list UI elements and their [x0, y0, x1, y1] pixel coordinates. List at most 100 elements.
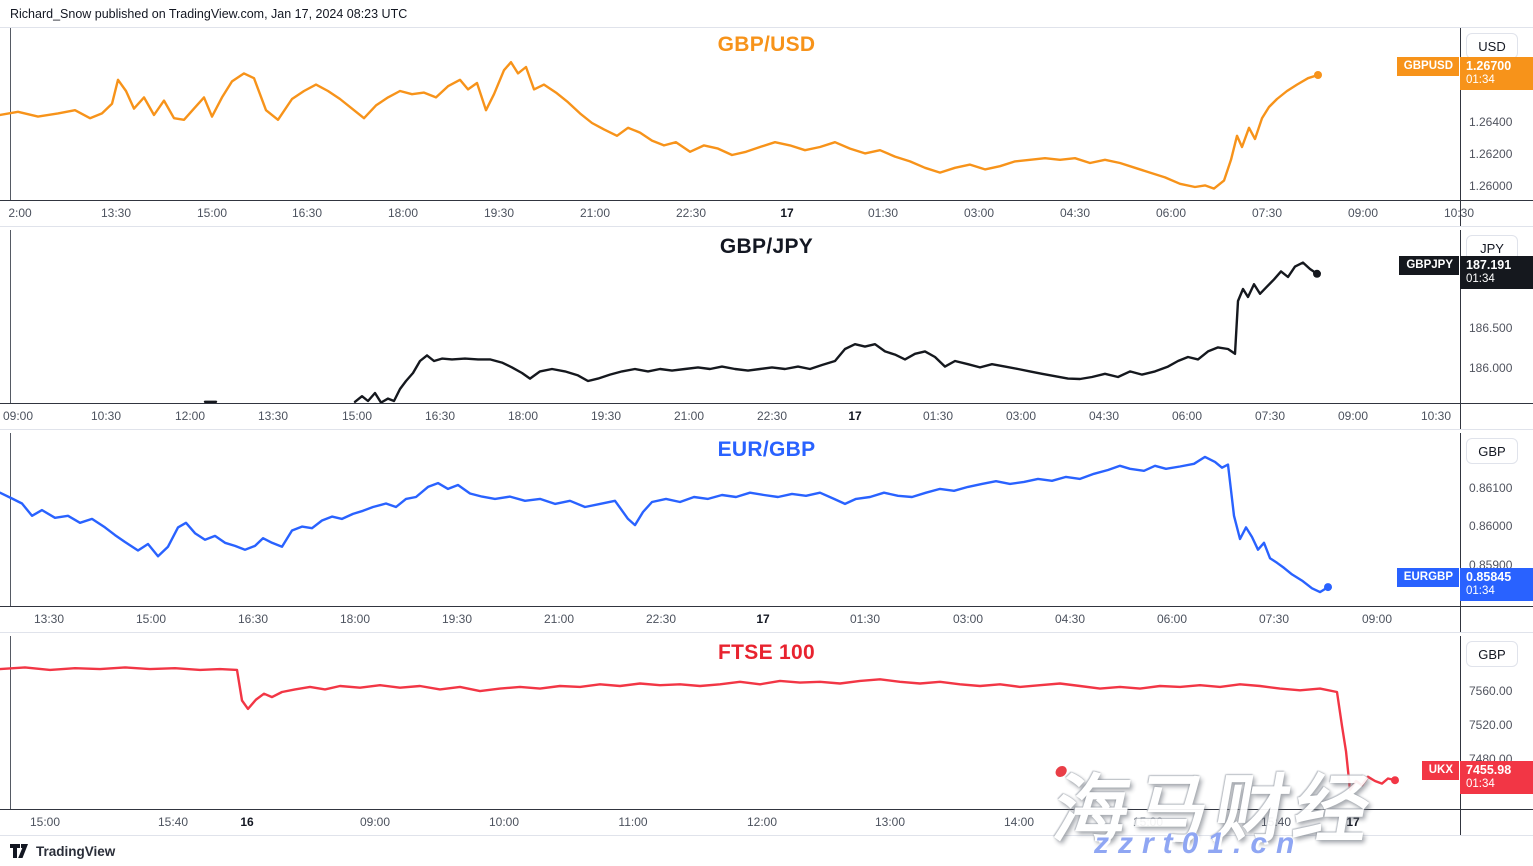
plot-row [0, 28, 1533, 200]
chart-panel-ftse100: 15:00 15:40 16 09:00 10:00 11:00 12:00 13:00 14:… [0, 636, 1533, 836]
time-tick-label: 15:40 [1260, 815, 1292, 829]
currency-button[interactable]: GBP [1466, 641, 1518, 667]
time-tick-label: 13:30 [33, 612, 65, 626]
time-tick-label: 15:00 [341, 409, 373, 423]
time-scale[interactable]: 2:00 13:30 15:00 16:30 18:00 19:30 21:00 22:30 1… [0, 200, 1533, 226]
time-tick-label: 13:30 [257, 409, 289, 423]
time-tick-label: 06:00 [1155, 206, 1187, 220]
badge-time: 01:34 [1466, 778, 1495, 790]
time-tick-label: 16:30 [237, 612, 269, 626]
badge-time: 01:34 [1466, 273, 1495, 285]
time-tick-label: 15:00 [196, 206, 228, 220]
time-tick-label: 04:30 [1054, 612, 1086, 626]
time-tick-label: 10:00 [488, 815, 520, 829]
badge-symbol: GBPUSD [1396, 57, 1459, 76]
time-tick-label: 10:30 [1420, 409, 1452, 423]
time-scale[interactable]: 13:30 15:00 16:30 18:00 19:30 21:00 22:30 17 01:… [0, 606, 1533, 632]
time-tick-label: 22:30 [756, 409, 788, 423]
chart-canvas[interactable] [0, 28, 1460, 200]
time-tick-label: 10:30 [1443, 206, 1475, 220]
time-tick-label: 18:00 [339, 612, 371, 626]
plot-row [0, 433, 1533, 606]
time-tick-label: 01:30 [849, 612, 881, 626]
time-tick-label: 21:00 [673, 409, 705, 423]
time-tick-label: 17 [1346, 815, 1360, 829]
chart-title: GBP/JPY [719, 235, 814, 258]
time-tick-label: 13:00 [874, 815, 906, 829]
price-scale-border [1460, 28, 1461, 226]
price-tick-label: 7560.00 [1469, 684, 1513, 698]
time-tick-label: 01:30 [922, 409, 954, 423]
badge-pricebox: 187.191 01:34 [1460, 256, 1533, 289]
time-tick-label: 03:00 [952, 612, 984, 626]
time-tick-label: 06:00 [1156, 612, 1188, 626]
time-tick-label: 01:30 [867, 206, 899, 220]
time-tick-label: 18:00 [507, 409, 539, 423]
time-tick-label: 12:00 [746, 815, 778, 829]
time-tick-label: 03:00 [1005, 409, 1037, 423]
tradingview-link[interactable]: TradingView [10, 843, 115, 860]
price-tick-label: 0.86000 [1469, 519, 1513, 533]
price-tick-label: 1.26400 [1469, 115, 1513, 129]
time-tick-label: 07:30 [1251, 206, 1283, 220]
time-tick-label: 15:00 [135, 612, 167, 626]
time-tick-label: 16:30 [291, 206, 323, 220]
chart-panel-gbpusd: 2:00 13:30 15:00 16:30 18:00 19:30 21:00 22:30 1… [0, 28, 1533, 227]
time-tick-label: 09:00 [1337, 409, 1369, 423]
time-tick-label: 14:00 [1003, 815, 1035, 829]
currency-button[interactable]: GBP [1466, 438, 1518, 464]
byline-text: Richard_Snow published on TradingView.co… [10, 6, 408, 21]
price-tick-label: 7520.00 [1469, 718, 1513, 732]
time-tick-label: 16:30 [424, 409, 456, 423]
time-tick-label: 21:00 [543, 612, 575, 626]
time-tick-label: 10:30 [90, 409, 122, 423]
time-tick-label: 21:00 [579, 206, 611, 220]
time-scale[interactable]: 09:00 10:30 12:00 13:30 15:00 16:30 18:00 19:30… [0, 403, 1533, 429]
badge-price: 0.85845 [1466, 570, 1512, 584]
chart-title: FTSE 100 [718, 641, 815, 664]
price-scale-border [1460, 433, 1461, 632]
chart-canvas[interactable] [0, 433, 1460, 606]
price-tick-label: 1.26200 [1469, 147, 1513, 161]
price-tick-label: 186.000 [1469, 361, 1513, 375]
time-tick-label: 19:30 [590, 409, 622, 423]
badge-price: 7455.98 [1466, 763, 1512, 777]
time-tick-label: 16 [240, 815, 254, 829]
time-tick-label: 04:30 [1059, 206, 1091, 220]
chart-canvas[interactable] [0, 230, 1460, 403]
plot-row [0, 636, 1533, 809]
time-tick-label: 07:30 [1258, 612, 1290, 626]
time-tick-label: 06:00 [1171, 409, 1203, 423]
time-tick-label: 07:30 [1254, 409, 1286, 423]
time-tick-label: 22:30 [645, 612, 677, 626]
badge-price: 187.191 [1466, 258, 1512, 272]
time-tick-label: 09:00 [2, 409, 34, 423]
chart-title: EUR/GBP [717, 438, 816, 461]
badge-symbol: UKX [1421, 761, 1459, 780]
time-tick-label: 17 [848, 409, 862, 423]
time-tick-label: 22:30 [675, 206, 707, 220]
time-tick-label: 15:00 [1132, 815, 1164, 829]
chart-canvas[interactable] [0, 636, 1460, 809]
time-tick-label: 03:00 [963, 206, 995, 220]
plot-row [0, 230, 1533, 403]
price-tick-label: 186.500 [1469, 321, 1513, 335]
time-tick-label: 15:40 [157, 815, 189, 829]
tradingview-logo-icon [10, 843, 28, 858]
time-tick-label: 2:00 [8, 206, 32, 220]
time-tick-label: 17 [780, 206, 794, 220]
last-price-badge: UKX 7455.98 01:34 [1421, 761, 1533, 794]
time-tick-label: 19:30 [441, 612, 473, 626]
badge-symbol: EURGBP [1396, 568, 1459, 587]
time-tick-label: 04:30 [1088, 409, 1120, 423]
time-tick-label: 11:00 [618, 815, 648, 829]
tradingview-brand-text: TradingView [36, 843, 116, 859]
currency-button[interactable]: USD [1466, 33, 1518, 59]
time-tick-label: 09:00 [1347, 206, 1379, 220]
badge-pricebox: 1.26700 01:34 [1460, 57, 1533, 90]
time-scale[interactable]: 15:00 15:40 16 09:00 10:00 11:00 12:00 13:00 14:… [0, 809, 1533, 835]
price-scale-border [1460, 230, 1461, 429]
last-price-badge: GBPJPY 187.191 01:34 [1399, 256, 1533, 289]
chart-panel-eurgbp: 13:30 15:00 16:30 18:00 19:30 21:00 22:30 17 01:… [0, 433, 1533, 633]
